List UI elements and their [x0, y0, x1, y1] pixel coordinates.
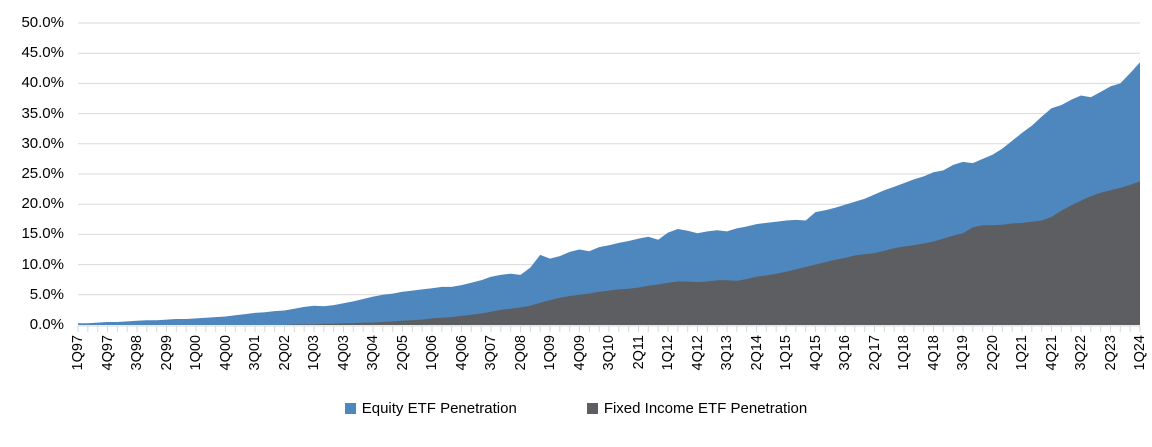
x-axis-tick-label: 3Q19 [955, 335, 971, 371]
fixed-income-legend-label: Fixed Income ETF Penetration [603, 400, 808, 417]
legend: Equity ETF Penetration Fixed Income ETF … [0, 400, 1152, 417]
y-axis-tick-label: 25.0% [21, 165, 64, 182]
x-axis-tick-label: 1Q97 [70, 335, 86, 371]
x-axis-tick-label: 4Q97 [99, 335, 116, 371]
x-axis-tick-label: 2Q05 [394, 335, 411, 371]
x-axis-tick-label: 4Q18 [925, 335, 942, 371]
x-axis-tick-label: 4Q09 [571, 335, 588, 371]
y-axis-tick-label: 5.0% [29, 285, 64, 303]
legend-item-fixed-income: Fixed Income ETF Penetration [586, 400, 808, 417]
x-axis-tick-label: 1Q00 [188, 335, 204, 371]
x-axis-tick-label: 3Q04 [365, 335, 381, 371]
fixed-income-legend-swatch-icon [586, 403, 598, 414]
x-axis-tick-label: 1Q09 [542, 335, 558, 371]
y-axis-tick-label: 45.0% [21, 44, 64, 62]
equity-legend-label: Equity ETF Penetration [361, 400, 517, 417]
x-axis-tick-label: 3Q01 [247, 335, 263, 371]
x-axis-tick-label: 2Q11 [630, 335, 647, 370]
y-axis-tick-label: 15.0% [21, 225, 64, 243]
x-axis-tick-label: 1Q24 [1132, 335, 1148, 371]
x-axis-tick-label: 4Q12 [689, 335, 706, 371]
x-axis-tick-label: 3Q22 [1073, 335, 1089, 371]
x-axis-tick-label: 3Q13 [719, 335, 735, 371]
equity-legend-swatch-icon [344, 403, 356, 414]
x-axis-tick-label: 2Q23 [1102, 335, 1119, 371]
y-axis-tick-label: 30.0% [21, 134, 64, 152]
y-axis-tick-label: 20.0% [21, 195, 64, 213]
x-axis-tick-label: 1Q03 [306, 335, 322, 371]
x-axis-tick-label: 1Q21 [1014, 335, 1030, 371]
x-axis-tick-label: 1Q12 [660, 335, 676, 371]
x-axis-tick-label: 2Q08 [512, 335, 529, 371]
x-axis-tick-label: 1Q06 [424, 335, 440, 371]
y-axis-tick-label: 10.0% [21, 255, 64, 273]
x-axis-tick-label: 3Q98 [129, 335, 145, 371]
x-axis-tick-label: 2Q99 [158, 335, 175, 371]
x-axis-tick-label: 4Q00 [217, 335, 234, 371]
y-axis-tick-label: 0.0% [29, 316, 64, 333]
x-axis-tick-label: 1Q15 [778, 335, 794, 371]
legend-item-equity: Equity ETF Penetration [344, 400, 517, 417]
x-axis-tick-label: 2Q17 [866, 335, 883, 371]
y-axis-tick-label: 35.0% [21, 104, 64, 122]
x-axis-tick-label: 3Q07 [483, 335, 499, 371]
x-axis-tick-label: 4Q21 [1043, 335, 1060, 371]
y-axis-tick-label: 50.0% [21, 14, 64, 31]
x-axis-tick-label: 4Q03 [335, 335, 352, 371]
x-axis-tick-label: 2Q02 [276, 335, 293, 371]
x-axis-tick-label: 2Q14 [748, 335, 765, 371]
x-axis-tick-label: 4Q15 [807, 335, 824, 371]
fixed-income-area-series [78, 181, 1140, 325]
x-axis-tick-label: 3Q16 [837, 335, 853, 371]
x-axis-tick-label: 3Q10 [601, 335, 617, 371]
x-axis-tick-label: 1Q18 [896, 335, 912, 371]
x-axis-tick-label: 2Q20 [984, 335, 1001, 371]
y-axis-tick-label: 40.0% [21, 74, 64, 92]
x-axis-tick-label: 4Q06 [453, 335, 470, 371]
